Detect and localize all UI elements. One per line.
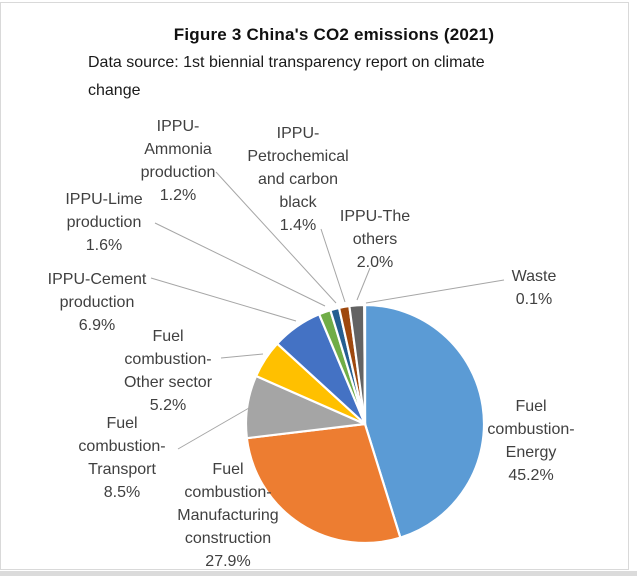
chart-subtitle: Data source: 1st biennial transparency r…: [88, 54, 485, 99]
pie-label-ippu-cement-production: IPPU-Cement production 6.9%: [47, 271, 147, 334]
pie-slice-waste[interactable]: [363, 303, 367, 426]
pie-label-ippu-ammonia-production: IPPU- Ammonia production 1.2%: [140, 118, 216, 204]
pie-label-fuel-combustion-energy: Fuel combustion- Energy 45.2%: [487, 398, 575, 484]
pie-label-fuel-combustion-transport: Fuel combustion- Transport 8.5%: [78, 415, 166, 501]
leader-line-fuel-combustion-transport: [177, 407, 250, 450]
pie-label-ippu-lime-production: IPPU-Lime production 1.6%: [65, 191, 143, 254]
leader-line-ippu-cement-production: [150, 277, 297, 322]
leader-line-ippu-lime-production: [154, 222, 326, 307]
leader-line-ippu-ammonia-production: [215, 171, 337, 304]
chart-title-block: Figure 3 China's CO2 emissions (2021) Da…: [88, 21, 580, 105]
pie-slice-fuel-combustion-energy[interactable]: [363, 303, 486, 539]
sheet-gridline-strip: [0, 571, 637, 576]
leader-line-waste: [365, 279, 505, 304]
leader-line-ippu-the-others: [356, 267, 371, 301]
pie-label-ippu-the-others: IPPU-The others 2.0%: [339, 208, 411, 271]
leader-line-fuel-combustion-other-sector: [220, 353, 264, 359]
pie-label-fuel-combustion-other-sector: Fuel combustion- Other sector 5.2%: [123, 328, 213, 414]
pie-label-waste: Waste 0.1%: [511, 268, 557, 308]
pie-label-ippu-petrochemical-and-carbon-black: IPPU- Petrochemical and carbon black 1.4…: [247, 125, 349, 234]
pie-slice-fuel-combustion-manufacturing-construction[interactable]: [245, 422, 402, 545]
pie-label-fuel-combustion-manufacturing-construction: Fuel combustion- Manufacturing construct…: [177, 461, 279, 570]
chart-title: Figure 3 China's CO2 emissions (2021): [173, 25, 495, 44]
leader-line-ippu-petrochemical-and-carbon-black: [320, 228, 346, 303]
